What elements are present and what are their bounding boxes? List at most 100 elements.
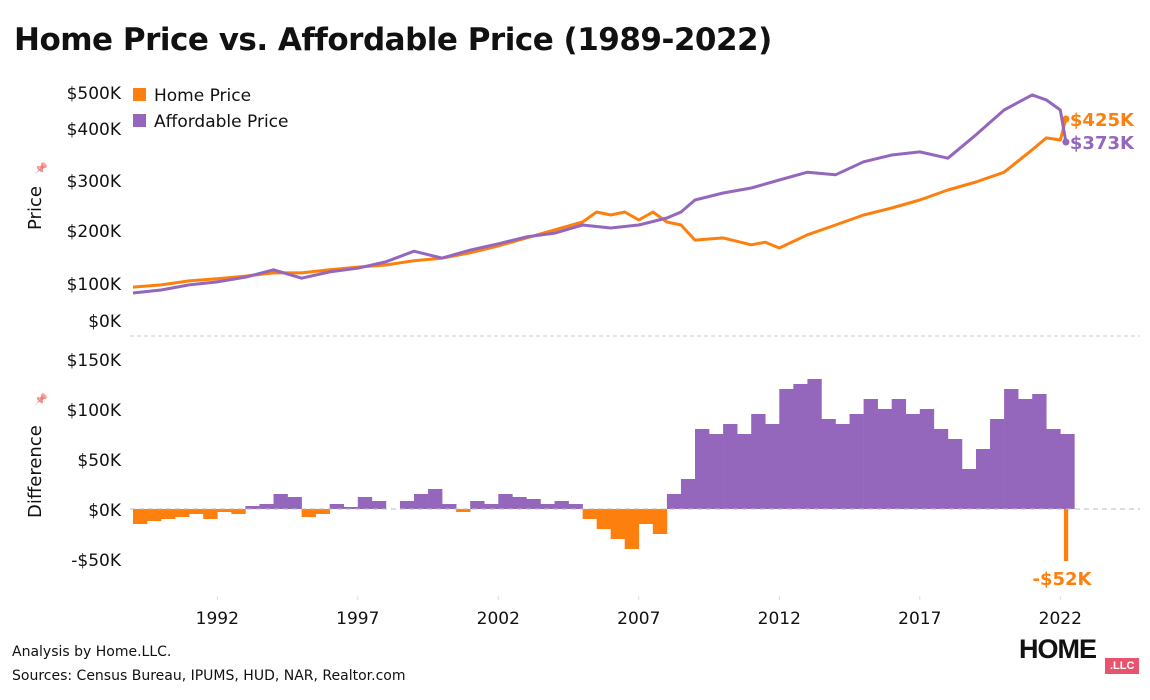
y-tick-label-difference: $150K xyxy=(67,351,122,371)
difference-bar xyxy=(1004,389,1019,509)
difference-bar xyxy=(835,424,850,509)
difference-bar xyxy=(1060,434,1075,509)
difference-bar xyxy=(540,504,555,509)
difference-bar xyxy=(947,439,963,509)
difference-bar xyxy=(610,509,626,539)
difference-bar xyxy=(554,501,569,509)
difference-bar xyxy=(877,409,892,509)
difference-bar xyxy=(399,501,415,509)
difference-bar xyxy=(456,509,471,512)
analysis-credit: Analysis by Home.LLC. xyxy=(12,644,172,660)
difference-bar xyxy=(765,424,780,509)
difference-bar xyxy=(961,469,977,509)
difference-bar xyxy=(1032,394,1047,509)
difference-bar xyxy=(203,509,218,519)
x-tick-label: 1992 xyxy=(196,609,239,629)
difference-bar xyxy=(652,509,668,534)
difference-bar xyxy=(1063,509,1069,561)
difference-bar xyxy=(779,389,794,509)
difference-bar xyxy=(133,509,148,524)
y-tick-label-price: $0K xyxy=(88,312,122,332)
difference-bar xyxy=(245,506,260,509)
y-tick-label-difference: -$50K xyxy=(71,551,122,571)
series-end-point xyxy=(1062,138,1070,146)
difference-bar xyxy=(723,424,738,509)
difference-bar xyxy=(919,409,935,509)
home-llc-logo: HOME xyxy=(1019,634,1097,664)
series-line-home-price xyxy=(132,118,1068,289)
difference-bar xyxy=(638,509,654,524)
x-tick-label: 2012 xyxy=(758,609,801,629)
x-tick-label: 2017 xyxy=(898,609,941,629)
y-axis-title-difference: Difference xyxy=(25,425,46,518)
difference-bar xyxy=(695,429,710,509)
legend-swatch xyxy=(133,114,146,127)
pin-icon: 📌 xyxy=(34,161,48,175)
y-tick-label-price: $500K xyxy=(67,84,122,104)
difference-bar xyxy=(807,379,822,509)
difference-bar xyxy=(189,509,204,514)
difference-bar xyxy=(568,504,583,509)
difference-bar xyxy=(470,501,485,509)
difference-bar xyxy=(231,509,246,514)
difference-bar xyxy=(680,479,696,509)
difference-bar xyxy=(793,384,808,509)
difference-end-label: -$52K xyxy=(1033,569,1093,590)
difference-bar xyxy=(498,494,513,509)
sources-note: Sources: Census Bureau, IPUMS, HUD, NAR,… xyxy=(12,668,406,684)
y-tick-label-difference: $0K xyxy=(88,501,122,521)
series-end-point xyxy=(1062,115,1070,123)
y-tick-label-price: $300K xyxy=(67,172,122,192)
difference-bar xyxy=(315,509,330,514)
y-tick-label-price: $100K xyxy=(67,275,122,295)
x-tick-label: 2007 xyxy=(617,609,660,629)
difference-bar xyxy=(147,509,162,521)
difference-bar xyxy=(863,399,878,509)
difference-bar xyxy=(259,504,274,509)
x-tick-label: 2002 xyxy=(477,609,520,629)
difference-bar xyxy=(821,419,836,509)
difference-bar xyxy=(891,399,907,509)
difference-bar xyxy=(751,414,766,509)
y-axis-title-price: Price xyxy=(25,186,46,230)
difference-bar xyxy=(1018,399,1033,509)
difference-bar xyxy=(933,429,949,509)
difference-bar xyxy=(414,494,429,509)
legend-label: Affordable Price xyxy=(154,112,289,132)
difference-bar xyxy=(329,504,345,509)
x-tick-label: 2022 xyxy=(1039,609,1082,629)
difference-bar xyxy=(371,501,387,509)
chart-title: Home Price vs. Affordable Price (1989-20… xyxy=(14,22,772,58)
difference-bar xyxy=(526,499,541,509)
difference-bar xyxy=(512,497,527,509)
difference-bar xyxy=(343,507,359,509)
difference-bar xyxy=(175,509,190,517)
difference-bar xyxy=(273,494,288,509)
difference-bar xyxy=(428,489,443,509)
difference-bar xyxy=(737,434,752,509)
series-end-label: $373K xyxy=(1070,133,1135,154)
difference-bar xyxy=(301,509,316,517)
difference-bar xyxy=(976,449,991,509)
difference-bar xyxy=(990,419,1005,509)
logo-badge: .LLC xyxy=(1105,658,1140,674)
difference-bar xyxy=(905,414,921,509)
legend-label: Home Price xyxy=(154,86,251,106)
difference-bar xyxy=(217,509,232,512)
difference-bar xyxy=(849,414,864,509)
difference-bar xyxy=(161,509,176,519)
y-tick-label-difference: $100K xyxy=(67,401,122,421)
difference-bar xyxy=(442,504,457,509)
difference-bar xyxy=(357,497,373,509)
difference-bar xyxy=(624,509,640,549)
difference-bar xyxy=(709,434,724,509)
x-tick-label: 1997 xyxy=(336,609,379,629)
legend-swatch xyxy=(133,88,146,101)
difference-bar xyxy=(287,497,302,509)
y-tick-label-difference: $50K xyxy=(77,451,121,471)
difference-bar xyxy=(666,494,682,509)
difference-bar xyxy=(596,509,611,529)
difference-bar xyxy=(582,509,597,519)
difference-bar xyxy=(1046,429,1061,509)
